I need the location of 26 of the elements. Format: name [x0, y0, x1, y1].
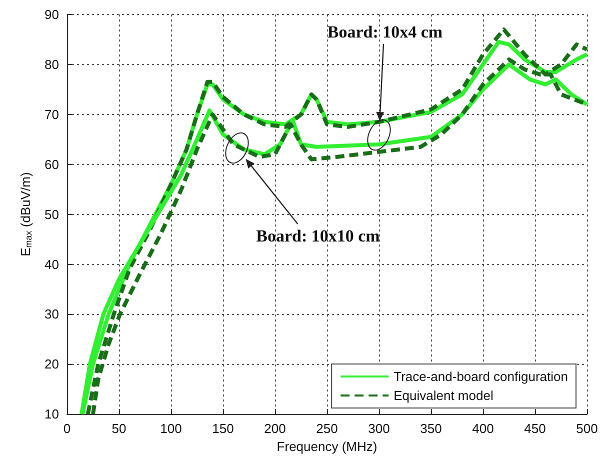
y-tick-label: 70 [44, 106, 59, 122]
y-tick-label: 40 [44, 256, 59, 272]
legend-label: Equivalent model [394, 388, 494, 403]
y-tick-label: 50 [44, 206, 59, 222]
x-tick-label: 50 [112, 421, 126, 436]
x-tick-label: 150 [212, 421, 234, 436]
y-tick-label: 20 [44, 356, 59, 372]
annotation: Board: 10x4 cm [327, 22, 443, 42]
x-tick-label: 0 [63, 421, 71, 436]
annotation: Board: 10x10 cm [256, 226, 380, 246]
x-tick-label: 350 [420, 421, 442, 436]
x-tick-label: 400 [472, 421, 494, 436]
y-tick-label: 90 [44, 7, 59, 22]
x-tick-label: 100 [160, 421, 182, 436]
y-tick-label: 80 [44, 56, 59, 72]
y-axis-title: Emax (dBuV/m) [18, 172, 34, 256]
x-axis-title: Frequency (MHz) [276, 439, 378, 454]
x-tick-label: 200 [264, 421, 286, 436]
legend-label: Trace-and-board configuration [394, 369, 568, 384]
x-tick-label: 250 [316, 421, 338, 436]
y-tick-label: 10 [44, 406, 59, 422]
x-tick-label: 500 [576, 421, 598, 436]
y-tick-label: 30 [44, 306, 59, 322]
y-tick-label: 60 [44, 156, 59, 172]
x-tick-label: 450 [524, 421, 546, 436]
x-tick-label: 300 [368, 421, 390, 436]
